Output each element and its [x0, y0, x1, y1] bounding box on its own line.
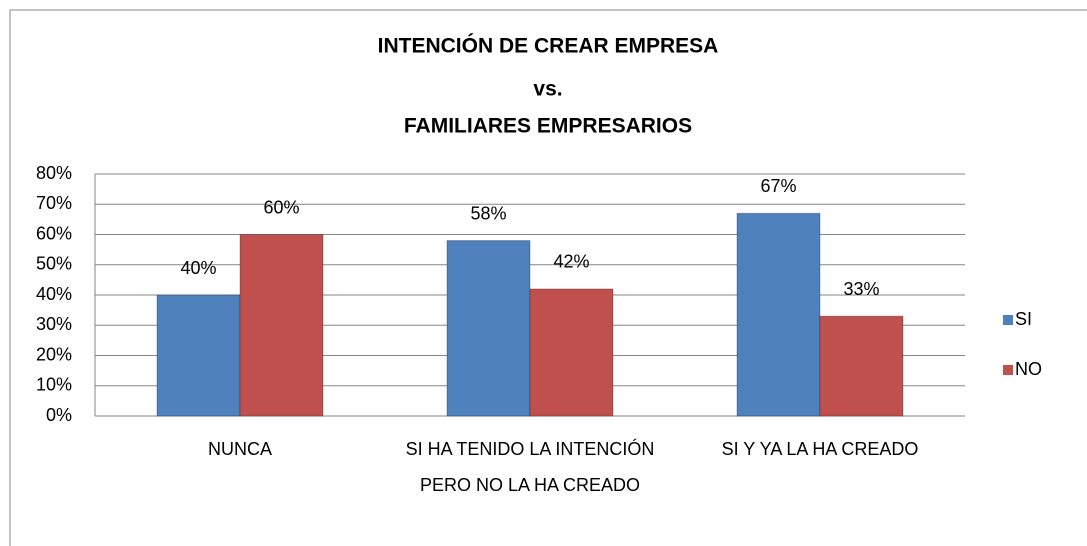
chart-border [9, 9, 1087, 546]
y-tick-label: 20% [36, 344, 72, 364]
y-tick-label: 80% [36, 163, 72, 183]
bar [239, 234, 324, 417]
legend-swatch [1003, 365, 1013, 375]
y-tick-label: 50% [36, 254, 72, 274]
data-label: 40% [180, 258, 216, 278]
bar [529, 288, 614, 417]
bar [156, 294, 241, 417]
y-tick-label: 10% [36, 375, 72, 395]
y-tick-label: 40% [36, 284, 72, 304]
chart-title: FAMILIARES EMPRESARIOS [404, 115, 692, 138]
x-tick-label: SI Y YA LA HA CREADO [721, 439, 919, 459]
bar [819, 315, 904, 417]
data-label: 42% [553, 252, 589, 272]
y-tick-label: 60% [36, 223, 72, 243]
data-label: 60% [263, 197, 299, 217]
y-tick-label: 30% [36, 314, 72, 334]
bar [736, 212, 821, 417]
data-label: 67% [760, 176, 796, 196]
y-tick-label: 0% [46, 405, 72, 425]
legend-swatch [1003, 315, 1013, 325]
bar [446, 240, 531, 417]
x-tick-label: NUNCA [207, 439, 272, 459]
chart-title: vs. [533, 78, 562, 101]
legend-label: NO [1015, 359, 1042, 379]
data-label: 58% [470, 203, 506, 223]
data-label: 33% [843, 279, 879, 299]
chart-title: INTENCIÓN DE CREAR EMPRESA [378, 34, 719, 58]
x-tick-label: SI HA TENIDO LA INTENCIÓN PERO NO LA HA … [405, 439, 655, 495]
legend-label: SI [1015, 309, 1032, 329]
y-tick-label: 70% [36, 193, 72, 213]
